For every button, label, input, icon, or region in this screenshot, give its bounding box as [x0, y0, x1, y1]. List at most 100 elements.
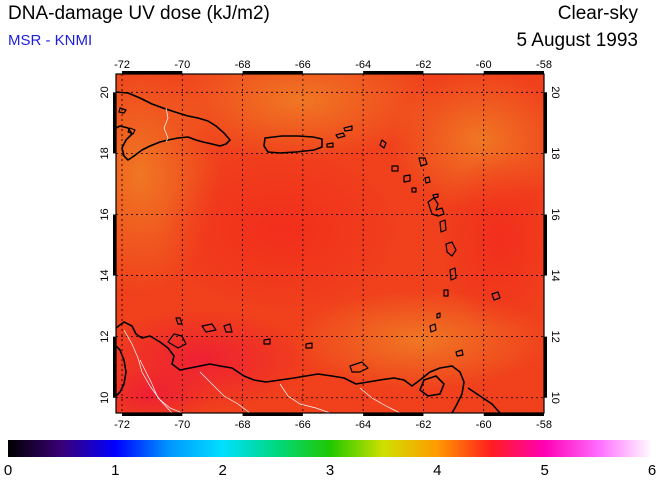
frame-bar-bottom	[483, 413, 544, 416]
political-borders	[123, 107, 401, 413]
colorbar-tick-label: 1	[111, 462, 119, 479]
lat-tick-label-left: 12	[99, 331, 111, 343]
delta-coastline	[467, 387, 501, 413]
island-coastline	[343, 125, 353, 132]
hispaniola-coastline	[116, 91, 231, 161]
border-line	[163, 107, 169, 143]
gulf-coastline	[116, 345, 127, 397]
island-coastline	[391, 165, 399, 172]
colorbar-tick-label: 0	[4, 462, 12, 479]
lon-tick-label-bottom: -58	[536, 419, 552, 430]
island-coastline	[418, 157, 428, 167]
colorbar-tick-labels: 0 1 2 3 4 5 6	[4, 462, 656, 479]
frame-bar-top	[483, 71, 544, 74]
island-coastline	[263, 338, 271, 345]
border-line	[279, 383, 331, 413]
lon-tick-label-bottom: -70	[174, 419, 190, 430]
lon-tick-label-bottom: -66	[295, 419, 311, 430]
axis-tick-labels: -72 -72 -70 -70 -68 -68 -66 -66 -64 -64 -62 -62 -60 -…	[99, 59, 561, 430]
lat-tick-label-left: 10	[99, 392, 111, 404]
lat-tick-label-left: 16	[99, 208, 111, 220]
aruba-coastline	[175, 317, 183, 325]
paraguana-coastline	[167, 333, 187, 349]
frame-bar-right	[544, 92, 547, 154]
colorbar-tick-label: 2	[218, 462, 226, 479]
lat-tick-label-right: 20	[549, 86, 561, 98]
lat-tick-label-left: 14	[99, 269, 111, 281]
colorbar-tick-label: 5	[540, 462, 548, 479]
frame-bar-top	[363, 71, 424, 74]
island-coastline	[118, 107, 127, 114]
lat-tick-label-right: 18	[549, 147, 561, 159]
guadeloupe-coastline	[427, 197, 445, 217]
curacao-coastline	[201, 323, 217, 333]
frame-bar-bottom	[122, 413, 183, 416]
frame-bar-left	[113, 214, 116, 276]
sky-condition-label: Clear-sky	[557, 3, 638, 24]
lat-tick-label-right: 12	[549, 331, 561, 343]
island-coastline	[432, 193, 439, 199]
island-coastline	[411, 187, 417, 193]
south-america-coastline	[116, 321, 465, 413]
coastlines	[116, 91, 501, 413]
uv-field-orange-region	[160, 74, 440, 160]
margarita-coastline	[349, 361, 369, 373]
frame-bar-right	[544, 214, 547, 276]
frame-bar-bottom	[363, 413, 424, 416]
uv-dose-map: -72 -72 -70 -70 -68 -68 -66 -66 -64 -64 -62 -62 -60 -…	[99, 59, 561, 430]
island-coastline	[436, 312, 441, 319]
island-coastline	[455, 349, 464, 357]
lat-tick-label-right: 14	[549, 269, 561, 281]
lon-tick-label-top: -72	[114, 59, 130, 71]
lat-tick-label-right: 16	[549, 208, 561, 220]
st-lucia-coastline	[449, 267, 457, 281]
lon-tick-label-bottom: -62	[415, 419, 431, 430]
lon-tick-label-top: -58	[536, 59, 552, 71]
border-line	[359, 387, 401, 413]
frame-bar-left	[113, 92, 116, 154]
frame-bar-right	[544, 336, 547, 398]
uv-dose-field	[116, 74, 544, 413]
lat-lon-grid	[116, 74, 544, 413]
frame-bar-top	[242, 71, 303, 74]
island-coastline	[335, 132, 346, 139]
lon-tick-label-top: -66	[295, 59, 311, 71]
uv-field-red-region	[440, 150, 544, 330]
lon-tick-label-top: -64	[355, 59, 371, 71]
lon-tick-label-top: -62	[415, 59, 431, 71]
colorbar: 0 1 2 3 4 5 6	[4, 440, 656, 479]
island-coastline	[424, 176, 431, 184]
frame-bar-bottom	[242, 413, 303, 416]
lat-tick-label-left: 18	[99, 147, 111, 159]
island-coastline	[305, 342, 313, 349]
border-line	[199, 371, 251, 413]
lat-tick-label-left: 20	[99, 86, 111, 98]
lon-tick-label-top: -60	[476, 59, 492, 71]
chart-title: DNA-damage UV dose (kJ/m2)	[8, 3, 270, 24]
lon-tick-label-top: -68	[235, 59, 251, 71]
colorbar-gradient	[8, 440, 652, 457]
lon-tick-label-bottom: -64	[355, 419, 371, 430]
lon-tick-label-top: -70	[174, 59, 190, 71]
uv-field-red-region	[160, 150, 400, 310]
border-line	[139, 359, 183, 413]
axis-frame-bars	[113, 71, 547, 416]
island-coastline	[127, 127, 136, 135]
barbados-coastline	[491, 291, 501, 301]
island-coastline	[379, 139, 387, 149]
lat-tick-label-right: 10	[549, 392, 561, 404]
puerto-rico-coastline	[263, 135, 323, 154]
colorbar-tick-label: 6	[648, 462, 656, 479]
island-coastline	[326, 142, 334, 148]
island-coastline	[403, 174, 411, 183]
frame-bar-left	[113, 336, 116, 398]
frame-bar-top	[122, 71, 183, 74]
lon-tick-label-bottom: -72	[114, 419, 130, 430]
lon-tick-label-bottom: -68	[235, 419, 251, 430]
date-label: 5 August 1993	[516, 30, 639, 51]
credit-label: MSR - KNMI	[8, 32, 93, 49]
st-vincent-coastline	[443, 289, 449, 297]
uv-field-hot-region	[116, 365, 210, 413]
colorbar-tick-label: 3	[326, 462, 334, 479]
border-line	[123, 329, 173, 413]
